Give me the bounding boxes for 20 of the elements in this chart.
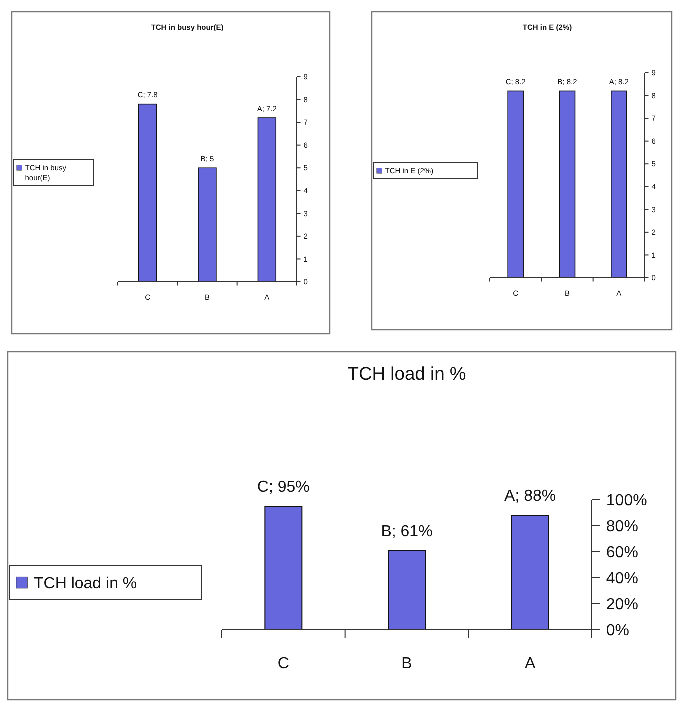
bar: [258, 118, 277, 282]
x-tick-label: B: [402, 655, 412, 672]
bar: [138, 104, 158, 282]
data-label: B; 61%: [381, 523, 433, 540]
y-tick-label: 20%: [606, 596, 638, 614]
y-tick-label: 60%: [606, 544, 638, 562]
bar: [198, 168, 217, 282]
bar: [511, 515, 550, 630]
y-tick-label: 100%: [606, 492, 648, 510]
x-tick-label: A: [524, 655, 536, 672]
y-tick-label: 40%: [606, 570, 638, 588]
x-tick-label: C: [278, 655, 290, 672]
chart-title: TCH load in %: [348, 363, 466, 384]
bar: [388, 550, 426, 630]
data-label: C; 95%: [257, 479, 310, 496]
y-tick-label: 80%: [606, 518, 638, 536]
y-tick-label: 0%: [606, 622, 630, 640]
data-label: A; 88%: [504, 488, 556, 506]
bar: [264, 506, 303, 630]
legend-label: TCH load in %: [34, 575, 138, 592]
